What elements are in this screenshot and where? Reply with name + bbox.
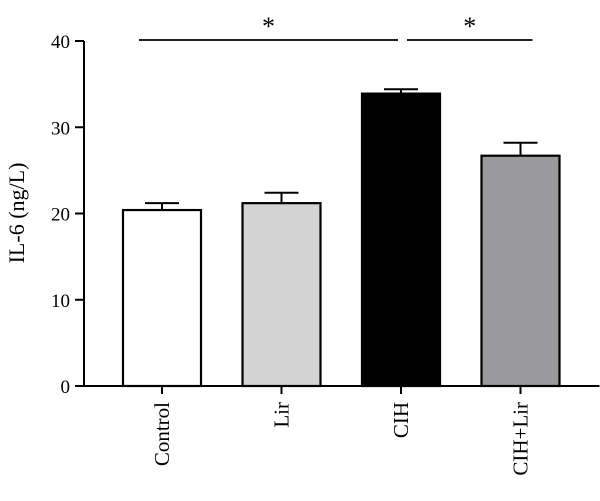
significance-bracket: * xyxy=(139,12,398,41)
x-tick-label: Control xyxy=(150,402,174,466)
error-bar xyxy=(145,202,179,211)
y-axis-label: IL-6 (ng/L) xyxy=(4,163,29,264)
y-tick-label: 40 xyxy=(51,32,70,53)
error-bar xyxy=(384,88,418,94)
bar-cih xyxy=(360,92,442,388)
bars-layer xyxy=(121,92,561,388)
significance-brackets: * * xyxy=(139,12,533,41)
bar-control xyxy=(121,208,203,388)
bar-lir xyxy=(241,202,322,388)
error-bar xyxy=(264,191,299,204)
x-tick-label: CIH xyxy=(389,402,413,438)
y-tick-label: 20 xyxy=(51,205,70,226)
bar-cih-lir xyxy=(480,154,561,388)
error-bars-layer xyxy=(145,88,538,211)
axes: Control Lir CIH CIH+Lir 0 10 20 30 40 xyxy=(51,32,600,476)
error-bar xyxy=(503,141,538,156)
x-tick-label: Lir xyxy=(270,402,294,428)
y-tick-label: 0 xyxy=(61,377,71,398)
y-tick-label: 10 xyxy=(51,291,70,312)
significance-star: * xyxy=(463,12,476,41)
significance-bracket: * xyxy=(407,12,533,41)
y-tick-label: 30 xyxy=(51,118,70,139)
significance-star: * xyxy=(262,12,275,41)
x-tick-label: CIH+Lir xyxy=(509,402,533,476)
